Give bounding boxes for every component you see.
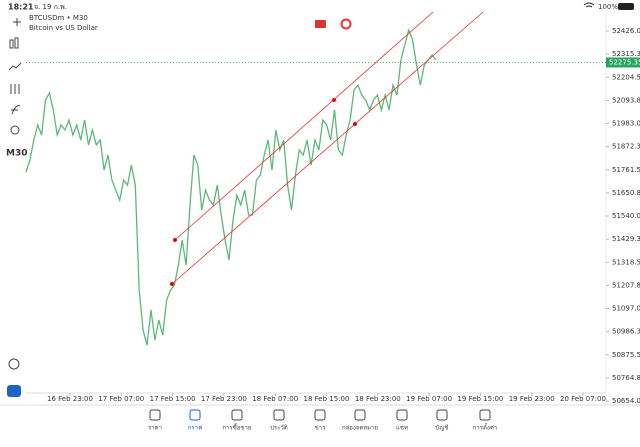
candle-tool[interactable]: [9, 37, 19, 49]
nav-icon[interactable]: [314, 409, 326, 421]
y-tick-label: 52315.30: [612, 50, 640, 58]
x-tick-label: 20 Feb 07:00: [560, 395, 606, 403]
x-tick-label: 17 Feb 07:00: [98, 395, 144, 403]
x-tick-label: 19 Feb 15:00: [457, 395, 503, 403]
current-price-label: 52275.35: [609, 58, 640, 66]
function-tool[interactable]: [11, 105, 21, 115]
y-tick-label: 52093.80: [612, 96, 640, 104]
chart-subtitle: Bitcoin vs US Dollar: [29, 24, 98, 32]
nav-icon[interactable]: [479, 409, 491, 421]
nav-label[interactable]: บัญชี: [436, 424, 449, 432]
price-line: [25, 27, 437, 346]
wifi-icon: [583, 2, 595, 8]
y-tick-label: 51761.55: [612, 166, 640, 174]
y-tick-label: 51983.05: [612, 120, 640, 128]
trend-channel: [169, 11, 484, 287]
channel-upper: [174, 11, 434, 241]
channel-point: [331, 97, 337, 103]
nav-icon[interactable]: [189, 409, 201, 421]
nav-icon[interactable]: [396, 409, 408, 421]
y-tick-label: 52204.55: [612, 73, 640, 81]
y-tick-label: 52426.05: [612, 27, 640, 35]
y-tick-label: 51650.80: [612, 189, 640, 197]
status-battery: 100%: [598, 3, 618, 11]
nav-label[interactable]: แชท: [396, 425, 408, 432]
nav-label[interactable]: ประวัติ: [270, 425, 288, 432]
trade-button[interactable]: [315, 20, 326, 28]
app-logo: [7, 385, 21, 397]
y-tick-label: 51429.30: [612, 235, 640, 243]
nav-label[interactable]: ราคา: [148, 425, 162, 432]
x-tick-label: 18 Feb 07:00: [252, 395, 298, 403]
y-tick-label: 51207.80: [612, 281, 640, 289]
nav-label[interactable]: กราฟ: [188, 425, 202, 432]
nav-icon[interactable]: [354, 409, 366, 421]
zoom-tool[interactable]: [8, 358, 20, 370]
y-tick-label: 50654.05: [612, 397, 640, 405]
nav-label[interactable]: กล่องจดหมาย: [342, 425, 378, 432]
x-tick-label: 18 Feb 23:00: [355, 395, 401, 403]
x-tick-label: 19 Feb 23:00: [509, 395, 555, 403]
x-tick-label: 16 Feb 23:00: [47, 395, 93, 403]
channel-point: [352, 121, 358, 127]
x-tick-label: 19 Feb 07:00: [406, 395, 452, 403]
nav-icon[interactable]: [149, 409, 161, 421]
nav-label[interactable]: การซื้อขาย: [223, 422, 252, 432]
y-tick-label: 51872.30: [612, 143, 640, 151]
y-tick-label: 51540.05: [612, 212, 640, 220]
nav-icon[interactable]: [231, 409, 243, 421]
objects-tool[interactable]: [10, 84, 20, 94]
y-tick-label: 50986.30: [612, 328, 640, 336]
nav-label[interactable]: การตั้งค่า: [473, 422, 497, 432]
status-date: จ. 19 ก.พ.: [34, 3, 67, 11]
channel-point: [169, 281, 175, 287]
y-tick-label: 51318.55: [612, 258, 640, 266]
chart-title: BTCUSDm • M30: [29, 14, 88, 22]
status-time: 18:21: [8, 3, 34, 12]
nav-label[interactable]: ข่าว: [315, 425, 326, 432]
current-price-tag: [606, 57, 640, 68]
x-tick-label: 18 Feb 15:00: [304, 395, 350, 403]
nav-icon[interactable]: [436, 409, 448, 421]
y-tick-label: 50875.55: [612, 351, 640, 359]
timeframe[interactable]: M30: [6, 149, 27, 159]
indicator-tool[interactable]: [8, 62, 22, 71]
channel-lower: [171, 11, 484, 285]
x-tick-label: 17 Feb 23:00: [201, 395, 247, 403]
oneclick-button[interactable]: [340, 18, 352, 30]
plot: [25, 27, 437, 346]
left-toolbar: [8, 18, 22, 370]
crosshair-tool[interactable]: [13, 18, 21, 26]
y-tick-label: 50764.80: [612, 374, 640, 382]
x-tick-label: 17 Feb 15:00: [150, 395, 196, 403]
nav-icon[interactable]: [273, 409, 285, 421]
shape-tool[interactable]: [10, 125, 20, 135]
y-tick-label: 51097.05: [612, 305, 640, 313]
battery-icon: [618, 3, 634, 10]
channel-point: [172, 237, 178, 243]
